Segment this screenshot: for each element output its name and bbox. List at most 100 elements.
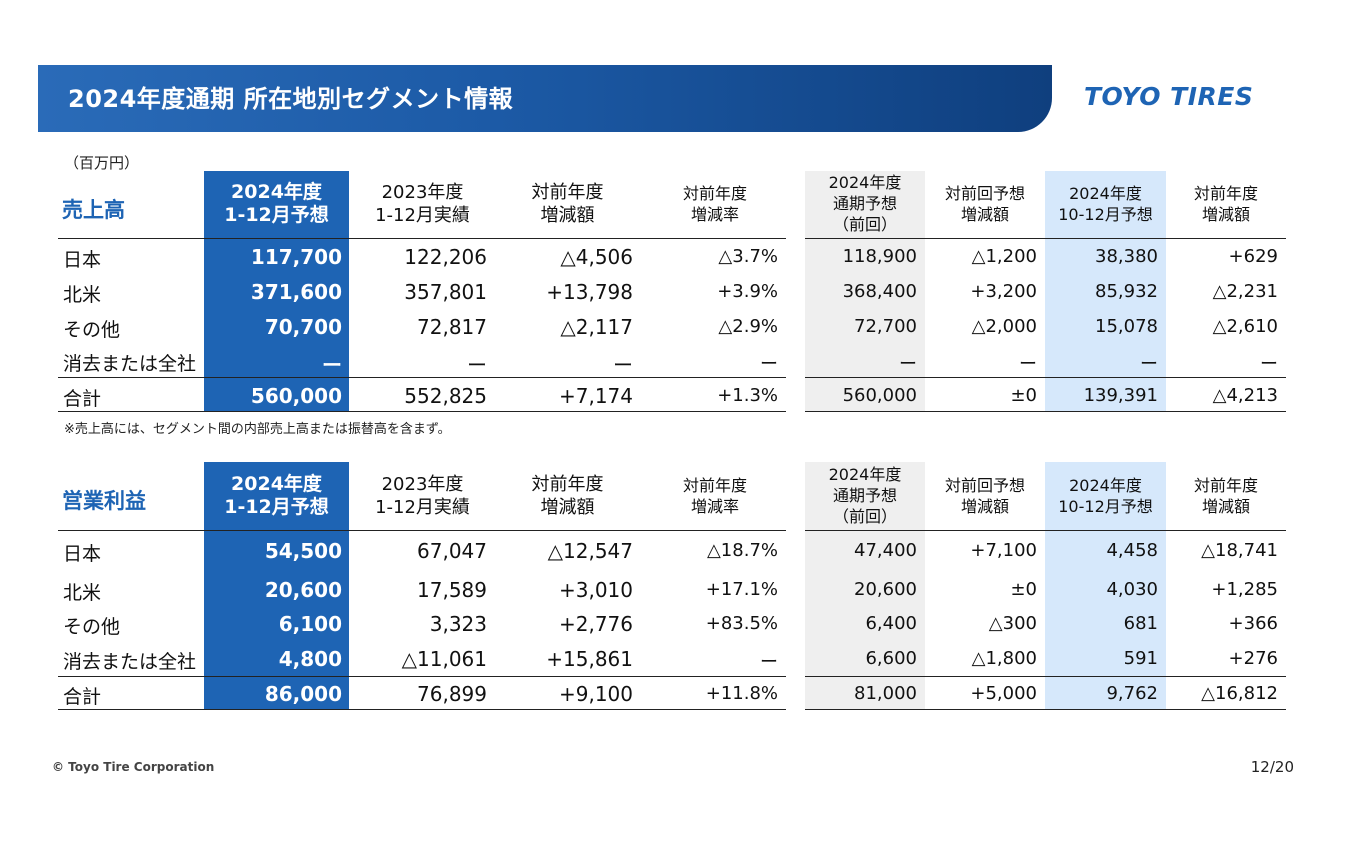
cell-value: △1,200 — [971, 246, 1037, 267]
cell-value: 6,600 — [865, 648, 917, 669]
profit-section-title: 営業利益 — [62, 489, 146, 513]
cell-value: 85,932 — [1095, 281, 1158, 302]
cell-value: +3,010 — [558, 578, 633, 602]
row-label: 日本 — [63, 543, 102, 565]
row-label: 合計 — [63, 686, 102, 708]
cell-value: △12,547 — [547, 539, 633, 563]
profit-forecast-column-bg — [204, 462, 349, 709]
row-label: 北米 — [63, 582, 102, 604]
row-label: 合計 — [63, 388, 102, 410]
cell-value: 591 — [1123, 648, 1158, 669]
cell-value: 122,206 — [404, 245, 487, 269]
cell-value: +1,285 — [1211, 579, 1278, 600]
cell-value: 70,700 — [264, 315, 342, 339]
cell-value: 72,700 — [854, 316, 917, 337]
cell-value: ー — [1140, 354, 1158, 375]
cell-value: 4,800 — [278, 647, 342, 671]
cell-value: +1.3% — [717, 385, 778, 406]
cell-value: 20,600 — [264, 578, 342, 602]
cell-value: △2,117 — [560, 315, 633, 339]
cell-value: 17,589 — [417, 578, 487, 602]
cell-value: 4,030 — [1106, 579, 1158, 600]
cell-value: ー — [467, 353, 487, 377]
header-previous-forecast: 2024年度 通期予想 （前回） — [828, 173, 902, 234]
title-banner: 2024年度通期 所在地別セグメント情報 — [38, 65, 1052, 132]
cell-value: +11.8% — [705, 683, 778, 704]
cell-value: 117,700 — [250, 245, 342, 269]
profit-total-rule — [58, 676, 786, 677]
cell-value: △2.9% — [718, 316, 778, 337]
profit-header-rule-right — [805, 530, 1286, 531]
cell-value: △2,610 — [1212, 316, 1278, 337]
cell-value: +5,000 — [970, 683, 1037, 704]
cell-value: ±0 — [1010, 579, 1037, 600]
cell-value: △18,741 — [1201, 540, 1278, 561]
row-label: 北米 — [63, 284, 102, 306]
cell-value: +366 — [1228, 613, 1278, 634]
cell-value: +9,100 — [558, 682, 633, 706]
cell-value: 357,801 — [404, 280, 487, 304]
cell-value: 368,400 — [842, 281, 917, 302]
header-2024-full-year-forecast: 2024年度 1-12月予想 — [224, 181, 329, 226]
row-label: 日本 — [63, 249, 102, 271]
header-2023-actual: 2023年度 1-12月実績 — [375, 182, 470, 226]
row-label: 消去または全社 — [63, 651, 197, 673]
cell-value: ー — [1019, 354, 1037, 375]
profit-q4-forecast-column-bg — [1045, 462, 1166, 709]
cell-value: ー — [322, 353, 342, 377]
cell-value: +13,798 — [546, 280, 633, 304]
page-number: 12/20 — [1250, 758, 1294, 776]
header-2024-full-year-forecast: 2024年度 1-12月予想 — [224, 473, 329, 518]
cell-value: 86,000 — [264, 682, 342, 706]
header-q4-yoy-change: 対前年度 増減額 — [1193, 184, 1258, 224]
row-label: その他 — [63, 319, 121, 341]
copyright-notice: © Toyo Tire Corporation — [52, 760, 215, 774]
cell-value: +15,861 — [546, 647, 633, 671]
header-change-vs-previous: 対前回予想 増減額 — [944, 184, 1025, 224]
sales-header-rule-right — [805, 238, 1286, 239]
cell-value: 6,100 — [278, 612, 342, 636]
sales-previous-forecast-column-bg — [805, 171, 925, 411]
sales-header-rule — [58, 238, 786, 239]
cell-value: ±0 — [1010, 385, 1037, 406]
cell-value: △11,061 — [401, 647, 487, 671]
header-yoy-rate: 対前年度 増減率 — [682, 184, 747, 224]
sales-q4-forecast-column-bg — [1045, 171, 1166, 411]
cell-value: 15,078 — [1095, 316, 1158, 337]
cell-value: 4,458 — [1106, 540, 1158, 561]
header-q4-yoy-change: 対前年度 増減額 — [1193, 476, 1258, 516]
cell-value: +2,776 — [558, 612, 633, 636]
sales-total-rule-right — [805, 377, 1286, 378]
cell-value: +17.1% — [705, 579, 778, 600]
unit-label: （百万円） — [64, 154, 140, 172]
profit-bottom-rule — [58, 709, 786, 710]
cell-value: 54,500 — [264, 539, 342, 563]
cell-value: 371,600 — [250, 280, 342, 304]
cell-value: 67,047 — [417, 539, 487, 563]
header-yoy-change: 対前年度 増減額 — [531, 474, 604, 518]
sales-section-title: 売上高 — [62, 198, 125, 222]
cell-value: △1,800 — [971, 648, 1037, 669]
cell-value: △3.7% — [718, 246, 778, 267]
cell-value: △16,812 — [1201, 683, 1278, 704]
cell-value: +3,200 — [970, 281, 1037, 302]
cell-value: 681 — [1123, 613, 1158, 634]
cell-value: 560,000 — [250, 384, 342, 408]
sales-footnote: ※売上高には、セグメント間の内部売上高または振替高を含まず。 — [64, 422, 451, 437]
cell-value: 139,391 — [1083, 385, 1158, 406]
cell-value: △300 — [988, 613, 1037, 634]
cell-value: 72,817 — [417, 315, 487, 339]
cell-value: △2,000 — [971, 316, 1037, 337]
sales-forecast-column-bg — [204, 171, 349, 411]
profit-total-rule-right — [805, 676, 1286, 677]
header-previous-forecast: 2024年度 通期予想 （前回） — [828, 465, 902, 526]
cell-value: 9,762 — [1106, 683, 1158, 704]
cell-value: ー — [613, 353, 633, 377]
header-yoy-change: 対前年度 増減額 — [531, 182, 604, 226]
cell-value: +3.9% — [717, 281, 778, 302]
cell-value: ー — [899, 354, 917, 375]
cell-value: +276 — [1228, 648, 1278, 669]
cell-value: ー — [1260, 354, 1278, 375]
cell-value: 118,900 — [842, 246, 917, 267]
toyo-tires-logo: TOYO TIRES — [1084, 82, 1254, 111]
